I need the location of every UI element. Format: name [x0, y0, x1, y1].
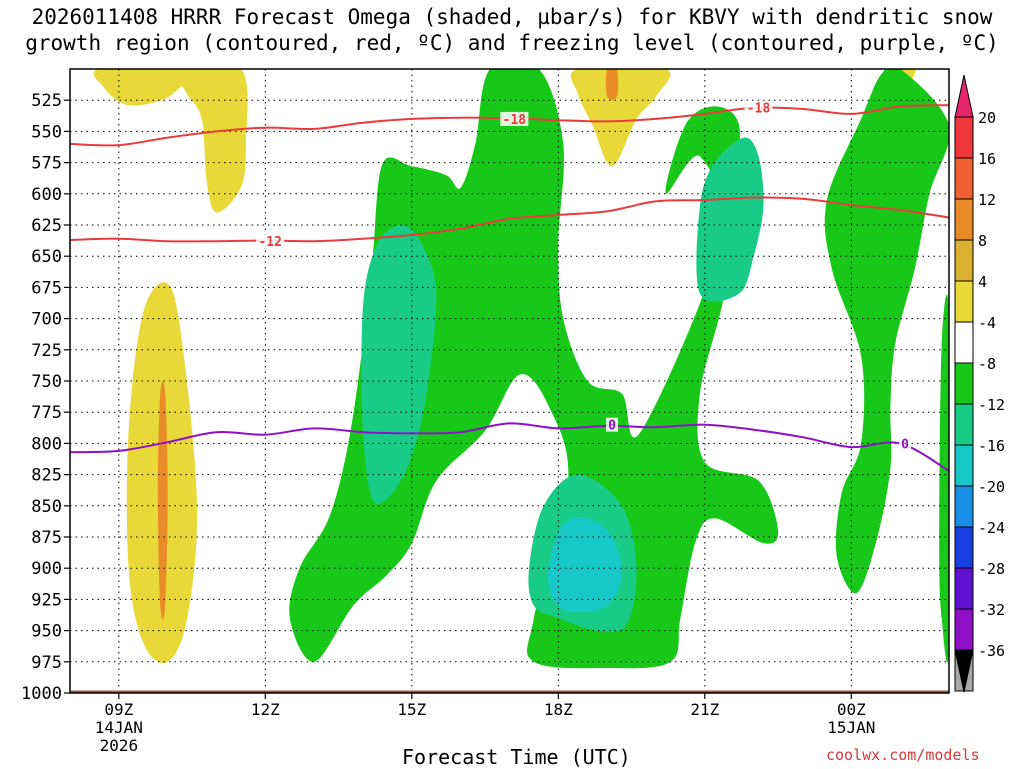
colorbar-segment — [954, 280, 974, 323]
omega-region — [570, 69, 671, 167]
y-tick-label: 875 — [31, 528, 62, 548]
chart-title-line2: growth region (contoured, red, ºC) and f… — [25, 31, 999, 55]
terrain-fill — [70, 690, 949, 693]
contour-label-bg — [256, 234, 285, 249]
y-tick-label: 550 — [31, 122, 62, 142]
y-tick-label: 1000 — [21, 684, 62, 704]
colorbar-label: -20 — [978, 478, 1005, 496]
x-tick-label: 09Z — [104, 700, 133, 719]
y-tick-label: 725 — [31, 341, 62, 361]
x-tick-label: 15Z — [397, 700, 426, 719]
y-tick-label: 700 — [31, 310, 62, 330]
colorbar-label: -4 — [978, 314, 996, 332]
colorbar-segment — [954, 116, 974, 159]
x-tick-label: 00Z — [837, 700, 866, 719]
y-tick-label: 850 — [31, 497, 62, 517]
contour-labels: -18 -18 -12 0 0 — [256, 100, 912, 452]
colorbar-label: -16 — [978, 437, 1005, 455]
contour-label-bg — [606, 417, 619, 432]
chart-title: 2026011408 HRRR Forecast Omega (shaded, … — [0, 4, 1024, 56]
y-tick-label: 950 — [31, 622, 62, 642]
colorbar-label: 16 — [978, 150, 996, 168]
colorbar-top-arrow — [954, 74, 974, 118]
y-tick-label: 525 — [31, 91, 62, 111]
x-tick-label: 21Z — [690, 700, 719, 719]
colorbar-segment — [954, 403, 974, 446]
grid-lines — [70, 69, 949, 693]
omega-region — [361, 225, 437, 505]
credit-link[interactable]: coolwx.com/models — [826, 746, 980, 764]
y-tick-label: 900 — [31, 559, 62, 579]
y-tick-label: 775 — [31, 403, 62, 423]
x-tick-date: 15JAN — [827, 718, 875, 737]
colorbar-segment — [954, 198, 974, 241]
omega-region — [157, 380, 168, 620]
y-tick-label: 800 — [31, 434, 62, 454]
y-axis: 525 550 575 600 625 650 675 700 725 750 775 800 825 8… — [21, 91, 70, 704]
omega-region — [824, 69, 949, 594]
colorbar-bottom-arrow — [954, 649, 974, 693]
x-tick-label: 12Z — [251, 700, 280, 719]
contour-line — [70, 196, 949, 243]
colorbar: 20 16 12 8 4 -4 -8 -12 -16 -20 -24 -28 -32 -36 — [954, 74, 1005, 693]
colorbar-segment — [954, 526, 974, 569]
colorbar-label: 12 — [978, 191, 996, 209]
y-tick-label: 600 — [31, 185, 62, 205]
colorbar-label: 4 — [978, 273, 987, 291]
contour-line — [70, 422, 949, 472]
contour-label: -12 — [258, 235, 281, 250]
colorbar-segment — [954, 362, 974, 405]
contour-label: -18 — [747, 102, 771, 117]
x-tick-year: 2026 — [100, 736, 139, 755]
y-tick-label: 825 — [31, 466, 62, 486]
y-tick-label: 575 — [31, 154, 62, 174]
colorbar-label: 8 — [978, 232, 987, 250]
chart-title-line1: 2026011408 HRRR Forecast Omega (shaded, … — [31, 5, 993, 29]
colorbar-segment — [954, 567, 974, 610]
contour-label-bg — [500, 111, 529, 126]
contour-label: 0 — [901, 437, 909, 452]
y-tick-label: 650 — [31, 247, 62, 267]
contour-label-bg — [744, 100, 773, 115]
colorbar-label: -24 — [978, 519, 1005, 537]
x-axis-label: Forecast Time (UTC) — [402, 745, 631, 769]
colorbar-segment — [954, 239, 974, 282]
omega-region — [93, 69, 191, 106]
colorbar-label: -36 — [978, 642, 1005, 660]
colorbar-segment — [954, 608, 974, 651]
y-tick-label: 925 — [31, 590, 62, 610]
x-tick-date: 14JAN — [95, 718, 143, 737]
colorbar-segment — [954, 444, 974, 487]
omega-region — [548, 517, 622, 613]
colorbar-label: -12 — [978, 396, 1005, 414]
colorbar-segment — [954, 321, 974, 364]
x-tick-label: 18Z — [544, 700, 573, 719]
contour-label-bg — [899, 436, 912, 451]
terrain-band — [70, 690, 949, 693]
y-tick-label: 675 — [31, 278, 62, 298]
omega-region — [696, 137, 764, 302]
omega-region — [939, 294, 949, 663]
omega-region — [174, 69, 248, 213]
contour-label: -18 — [503, 113, 527, 128]
y-tick-label: 750 — [31, 372, 62, 392]
omega-region — [605, 69, 619, 100]
colorbar-segment — [954, 485, 974, 528]
colorbar-label: -8 — [978, 355, 996, 373]
contour-label: 0 — [608, 419, 616, 434]
y-tick-label: 625 — [31, 216, 62, 236]
colorbar-segment — [954, 157, 974, 200]
colorbar-label: -32 — [978, 601, 1005, 619]
colorbar-label: -28 — [978, 560, 1005, 578]
colorbar-label: 20 — [978, 109, 996, 127]
y-tick-label: 975 — [31, 653, 62, 673]
